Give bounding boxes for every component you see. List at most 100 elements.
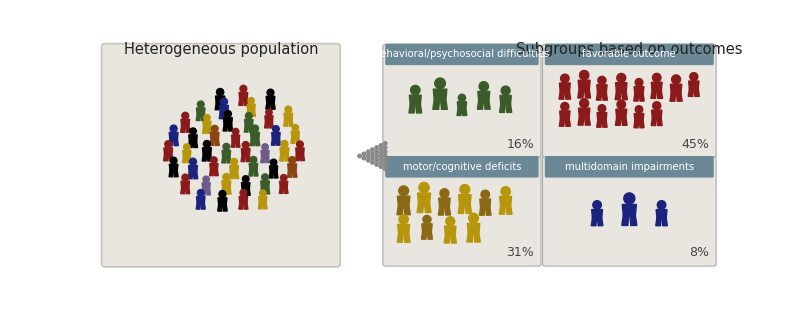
Polygon shape: [274, 172, 278, 178]
Circle shape: [211, 125, 218, 132]
Polygon shape: [226, 188, 231, 194]
Polygon shape: [224, 112, 229, 119]
Circle shape: [379, 161, 382, 164]
Polygon shape: [271, 103, 275, 109]
Circle shape: [266, 109, 272, 115]
Polygon shape: [222, 181, 230, 188]
Circle shape: [165, 141, 172, 148]
Polygon shape: [202, 155, 206, 161]
Circle shape: [375, 163, 378, 166]
Circle shape: [635, 79, 643, 86]
Text: favorable outcome: favorable outcome: [582, 49, 676, 59]
Polygon shape: [196, 203, 201, 209]
Polygon shape: [186, 188, 190, 194]
Polygon shape: [291, 138, 295, 143]
Polygon shape: [219, 105, 229, 112]
Polygon shape: [258, 197, 267, 203]
Polygon shape: [203, 121, 211, 128]
Polygon shape: [197, 108, 205, 115]
FancyBboxPatch shape: [102, 44, 340, 267]
Polygon shape: [239, 197, 248, 203]
Polygon shape: [189, 165, 198, 173]
Polygon shape: [202, 189, 206, 195]
Polygon shape: [651, 110, 662, 118]
Circle shape: [217, 89, 224, 96]
Circle shape: [653, 102, 661, 110]
Polygon shape: [422, 224, 432, 232]
Polygon shape: [433, 100, 439, 109]
Circle shape: [399, 215, 408, 224]
Circle shape: [598, 105, 606, 112]
Circle shape: [419, 183, 429, 193]
Polygon shape: [441, 100, 447, 109]
Circle shape: [635, 106, 642, 113]
Polygon shape: [291, 131, 299, 138]
Polygon shape: [222, 150, 230, 157]
Polygon shape: [585, 90, 590, 98]
Polygon shape: [170, 164, 178, 171]
Polygon shape: [169, 139, 174, 146]
Polygon shape: [265, 122, 269, 128]
Circle shape: [370, 161, 374, 164]
Circle shape: [375, 154, 378, 158]
Polygon shape: [634, 86, 644, 94]
Polygon shape: [169, 132, 178, 139]
Polygon shape: [634, 94, 638, 101]
Polygon shape: [634, 114, 644, 121]
Circle shape: [251, 125, 258, 132]
Polygon shape: [499, 104, 506, 112]
Polygon shape: [270, 122, 274, 128]
Polygon shape: [486, 207, 491, 215]
Polygon shape: [598, 218, 603, 226]
Polygon shape: [689, 81, 699, 89]
Polygon shape: [597, 113, 607, 120]
Polygon shape: [239, 92, 248, 99]
Polygon shape: [210, 170, 214, 176]
Polygon shape: [210, 139, 214, 145]
Circle shape: [379, 152, 382, 156]
Circle shape: [219, 191, 226, 197]
Polygon shape: [427, 232, 433, 239]
Circle shape: [170, 125, 177, 132]
Polygon shape: [450, 235, 456, 243]
Polygon shape: [630, 215, 637, 226]
Polygon shape: [478, 101, 483, 109]
Polygon shape: [560, 111, 570, 119]
Polygon shape: [404, 234, 410, 242]
Polygon shape: [300, 154, 305, 161]
Polygon shape: [438, 207, 444, 215]
Circle shape: [383, 167, 387, 170]
Circle shape: [410, 85, 420, 95]
Polygon shape: [263, 203, 267, 209]
FancyBboxPatch shape: [545, 44, 714, 65]
Polygon shape: [694, 89, 699, 96]
Polygon shape: [164, 148, 173, 155]
Polygon shape: [457, 109, 462, 115]
FancyBboxPatch shape: [542, 44, 716, 158]
Polygon shape: [250, 163, 258, 170]
Polygon shape: [499, 206, 506, 214]
Polygon shape: [266, 188, 270, 194]
Polygon shape: [215, 103, 220, 110]
FancyBboxPatch shape: [383, 157, 541, 266]
Polygon shape: [397, 206, 403, 215]
Polygon shape: [280, 155, 284, 161]
Polygon shape: [416, 105, 422, 113]
Polygon shape: [197, 197, 205, 203]
Polygon shape: [246, 155, 250, 162]
Polygon shape: [218, 205, 222, 211]
Polygon shape: [266, 157, 270, 163]
Polygon shape: [194, 173, 198, 179]
Polygon shape: [418, 193, 430, 203]
Circle shape: [221, 98, 227, 105]
Polygon shape: [506, 104, 512, 112]
Polygon shape: [293, 171, 297, 177]
Circle shape: [281, 140, 288, 148]
Polygon shape: [222, 188, 226, 194]
Polygon shape: [444, 235, 450, 243]
Circle shape: [250, 156, 257, 163]
Polygon shape: [458, 204, 464, 213]
Polygon shape: [622, 204, 636, 215]
Polygon shape: [246, 189, 250, 195]
Text: Subgroups based on outcomes: Subgroups based on outcomes: [516, 42, 742, 57]
